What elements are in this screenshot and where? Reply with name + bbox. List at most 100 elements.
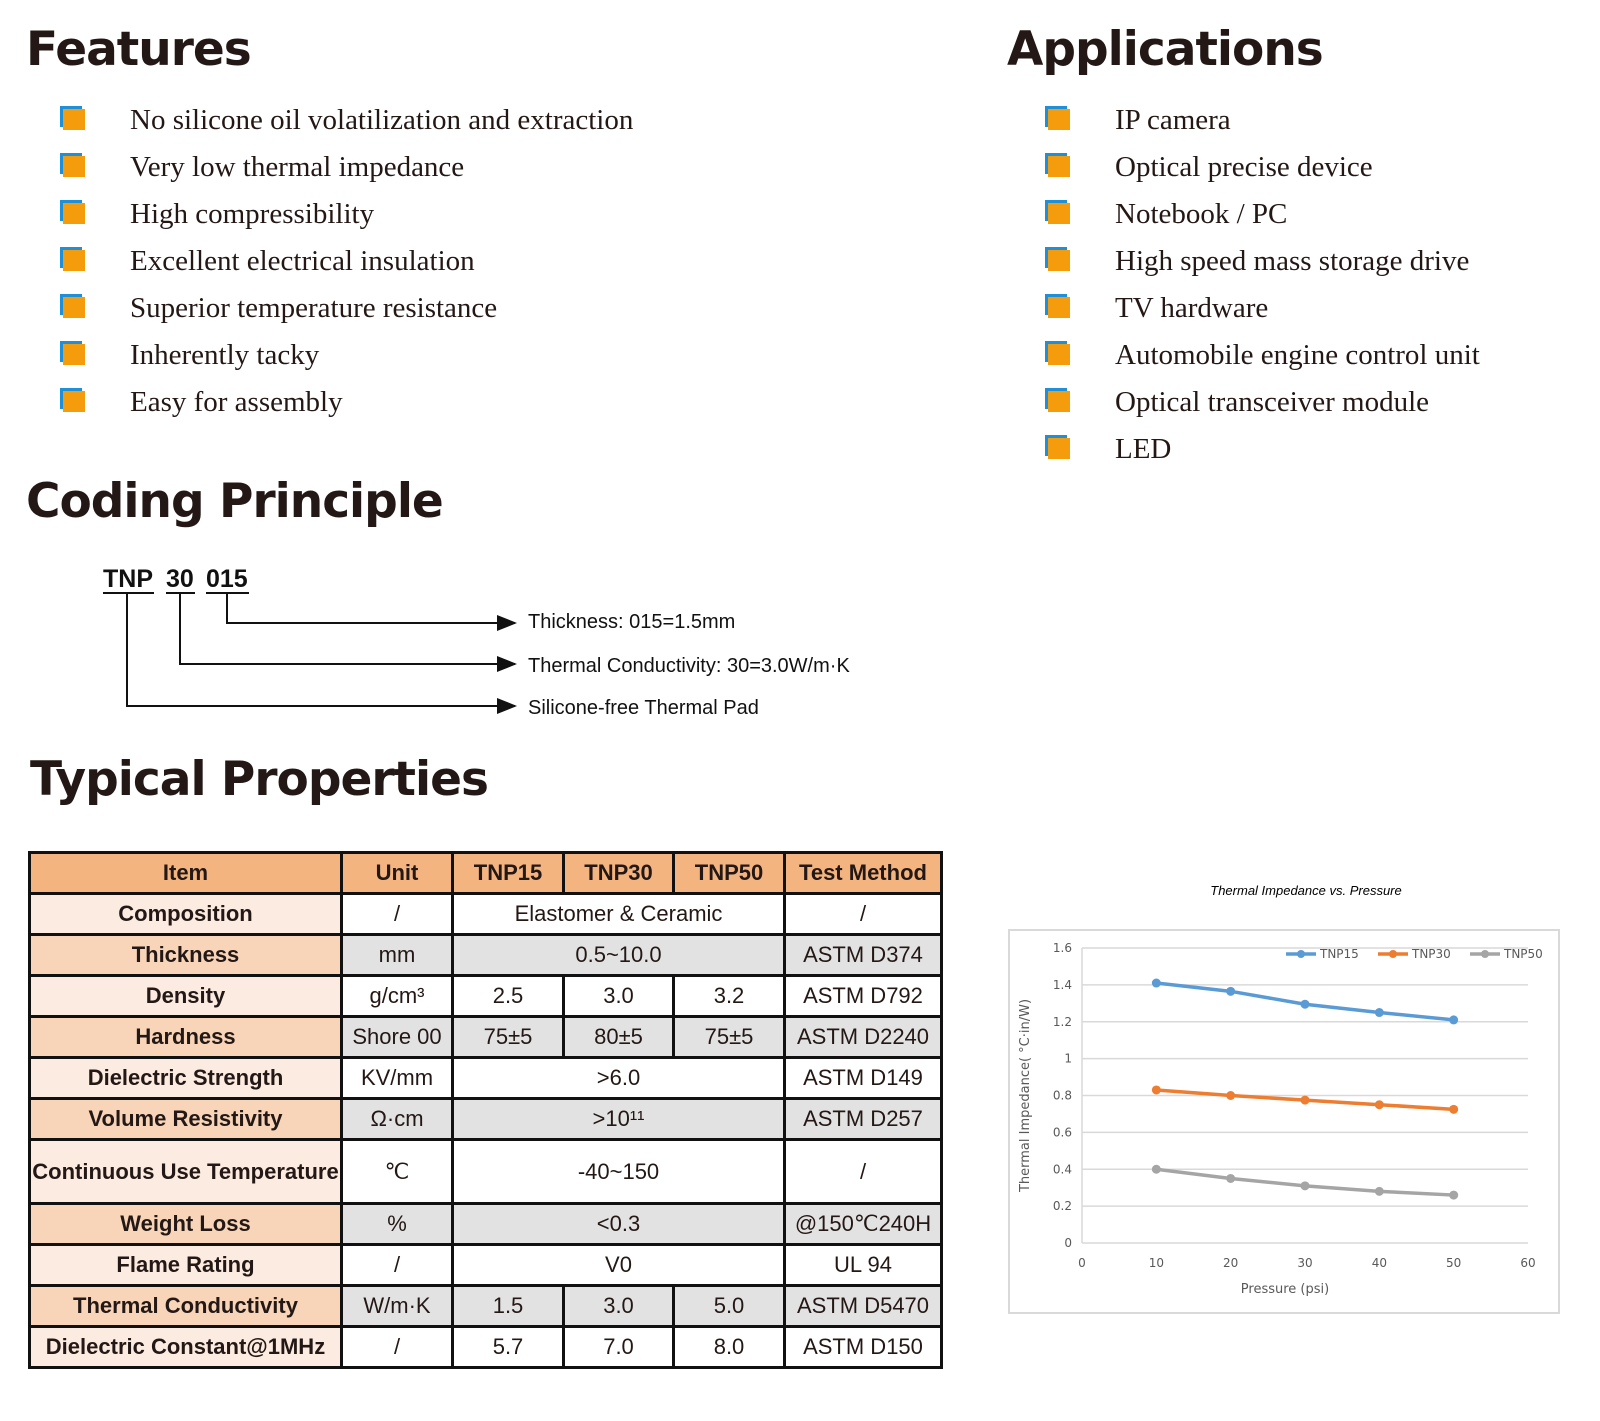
value-cell: <0.3 — [451, 1202, 786, 1246]
data-point-TNP30 — [1300, 1095, 1310, 1105]
unit-cell: / — [340, 1325, 454, 1369]
applications-title: Applications — [1007, 22, 1324, 77]
data-point-TNP30 — [1151, 1085, 1161, 1095]
features-item: Superior temperature resistance — [60, 285, 633, 332]
unit-cell: / — [340, 892, 454, 936]
y-tick-label: 0 — [1064, 1236, 1072, 1250]
data-point-TNP15 — [1226, 986, 1236, 996]
data-point-TNP50 — [1374, 1186, 1384, 1196]
x-axis-label: Pressure (psi) — [1241, 1282, 1329, 1297]
square-bullet-icon — [60, 199, 86, 224]
value-cell: -40~150 — [451, 1138, 786, 1205]
method-cell: / — [783, 892, 943, 936]
x-tick-label: 50 — [1446, 1256, 1461, 1270]
item-cell: Composition — [28, 892, 343, 936]
method-cell: ASTM D150 — [783, 1325, 943, 1369]
item-text: LED — [1115, 433, 1172, 465]
unit-cell: W/m·K — [340, 1284, 454, 1328]
column-header: TNP30 — [562, 851, 675, 895]
square-bullet-icon — [60, 246, 86, 271]
table-row: Continuous Use Temperature ℃ -40~150/ — [28, 1138, 943, 1205]
unit-cell: % — [340, 1202, 454, 1246]
method-cell: ASTM D2240 — [783, 1015, 943, 1059]
item-cell: Density — [28, 974, 343, 1018]
table-row: Flame Rating / V0 UL 94 — [28, 1243, 943, 1287]
legend-label: TNP50 — [1503, 947, 1543, 961]
x-tick-label: 20 — [1223, 1256, 1238, 1270]
table-row: Density g/cm³ 2.5 3.0 3.2 ASTM D792 — [28, 974, 943, 1018]
square-bullet-icon — [60, 152, 86, 177]
features-item: Excellent electrical insulation — [60, 238, 633, 285]
method-cell: ASTM D792 — [783, 974, 943, 1018]
features-item: No silicone oil volatilization and extra… — [60, 97, 633, 144]
data-point-TNP30 — [1374, 1100, 1384, 1110]
item-text: Excellent electrical insulation — [130, 245, 475, 277]
features-item: Very low thermal impedance — [60, 144, 633, 191]
y-tick-label: 0.6 — [1053, 1125, 1072, 1139]
item-cell: Dielectric Constant@1MHz — [28, 1325, 343, 1369]
data-point-TNP50 — [1226, 1173, 1236, 1183]
legend-label: TNP30 — [1411, 947, 1451, 961]
code-label-conductivity: Thermal Conductivity: 30=3.0W/m·K — [528, 655, 850, 677]
y-tick-label: 1.2 — [1053, 1015, 1072, 1029]
data-point-TNP15 — [1151, 978, 1161, 988]
applications-item: Optical precise device — [1045, 144, 1480, 191]
x-tick-label: 10 — [1149, 1256, 1164, 1270]
unit-cell: mm — [340, 933, 454, 977]
method-cell: @150℃240H — [783, 1202, 943, 1246]
data-point-TNP50 — [1449, 1190, 1459, 1200]
chart-title: Thermal Impedance vs. Pressure — [1210, 883, 1401, 898]
table-row: Hardness Shore 00 75±5 80±5 75±5 ASTM D2240 — [28, 1015, 943, 1059]
y-tick-label: 0.2 — [1053, 1199, 1072, 1213]
item-text: Automobile engine control unit — [1115, 339, 1480, 371]
value-cell: V0 — [451, 1243, 786, 1287]
data-point-TNP50 — [1151, 1164, 1161, 1174]
features-title: Features — [26, 22, 252, 77]
legend-marker — [1297, 950, 1305, 958]
applications-item: Optical transceiver module — [1045, 379, 1480, 426]
applications-item: LED — [1045, 426, 1480, 473]
unit-cell: g/cm³ — [340, 974, 454, 1018]
code-part-conductivity: 30 — [166, 565, 194, 593]
applications-item: Automobile engine control unit — [1045, 332, 1480, 379]
square-bullet-icon — [60, 340, 86, 365]
item-cell: Thermal Conductivity — [28, 1284, 343, 1328]
unit-cell: / — [340, 1243, 454, 1287]
item-text: TV hardware — [1115, 292, 1269, 324]
value-cell: 1.5 — [451, 1284, 565, 1328]
method-cell: ASTM D5470 — [783, 1284, 943, 1328]
item-cell: Dielectric Strength — [28, 1056, 343, 1100]
code-part-thickness: 015 — [206, 565, 248, 593]
item-cell: Flame Rating — [28, 1243, 343, 1287]
data-point-TNP15 — [1449, 1015, 1459, 1025]
column-header: Item — [28, 851, 343, 895]
square-bullet-icon — [1045, 105, 1071, 130]
y-tick-label: 0.4 — [1053, 1162, 1072, 1176]
square-bullet-icon — [1045, 293, 1071, 318]
legend-label: TNP15 — [1319, 947, 1359, 961]
table-row: Dielectric Strength KV/mm >6.0 ASTM D149 — [28, 1056, 943, 1100]
table-row: Dielectric Constant@1MHz/5.7 7.0 8.0 ASTM D… — [28, 1325, 943, 1369]
chart-frame — [1008, 929, 1560, 1314]
square-bullet-icon — [1045, 434, 1071, 459]
item-text: Inherently tacky — [130, 339, 320, 371]
method-cell: / — [783, 1138, 943, 1205]
unit-cell: KV/mm — [340, 1056, 454, 1100]
column-header: TNP50 — [672, 851, 786, 895]
thermal-impedance-chart: Thermal Impedance vs. Pressure 0 0.2 0.4 0.6… — [1008, 883, 1560, 1314]
square-bullet-icon — [1045, 152, 1071, 177]
item-cell: Thickness — [28, 933, 343, 977]
properties-table: Item Unit TNP15 TNP30 TNP50 Test Method Compo… — [28, 851, 943, 1369]
value-cell: >10¹¹ — [451, 1097, 786, 1141]
code-part-series: TNP — [103, 565, 153, 593]
data-point-TNP15 — [1300, 999, 1310, 1009]
data-point-TNP30 — [1449, 1104, 1459, 1114]
item-cell: Hardness — [28, 1015, 343, 1059]
code-label-pad: Silicone-free Thermal Pad — [528, 697, 759, 719]
unit-cell: Ω·cm — [340, 1097, 454, 1141]
item-cell: Continuous Use Temperature — [28, 1138, 343, 1205]
applications-item: Notebook / PC — [1045, 191, 1480, 238]
value-cell: >6.0 — [451, 1056, 786, 1100]
column-header: TNP15 — [451, 851, 565, 895]
properties-title: Typical Properties — [30, 752, 489, 807]
